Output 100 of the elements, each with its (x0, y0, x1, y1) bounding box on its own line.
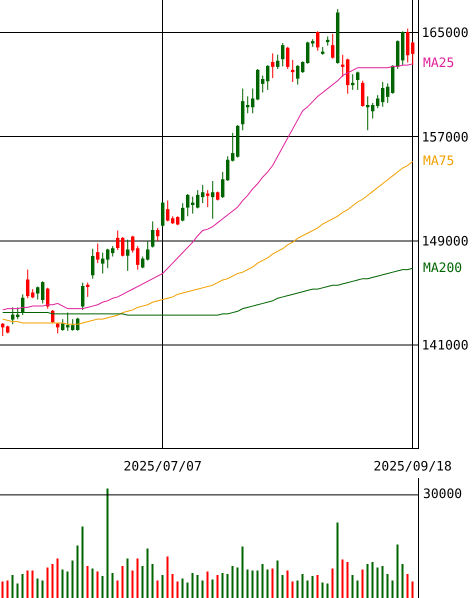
candlestick (150, 220, 154, 248)
bar (356, 580, 359, 598)
candlestick (180, 202, 184, 222)
candlestick (90, 248, 94, 280)
bar (242, 546, 244, 598)
y-tick-label: 149000 (422, 234, 469, 250)
bar (86, 566, 89, 598)
bar (276, 560, 279, 598)
text: 30000 (423, 487, 462, 502)
bar (236, 567, 239, 598)
bar (392, 580, 394, 598)
bar (412, 582, 414, 598)
bar (72, 560, 74, 598)
bar (82, 526, 84, 598)
bar (176, 582, 179, 598)
bar (212, 579, 214, 598)
bar (46, 567, 49, 598)
candlestick (326, 36, 330, 46)
line-series (2, 63, 414, 310)
bar (156, 580, 159, 598)
bar (202, 580, 204, 598)
bar (256, 570, 259, 598)
candlestick (56, 322, 60, 334)
candlestick (330, 33, 334, 60)
bar (36, 578, 39, 598)
candlestick (280, 42, 284, 67)
bar (362, 569, 364, 598)
bar (132, 570, 134, 598)
bar (366, 564, 369, 598)
candlestick (86, 282, 90, 298)
bar (252, 570, 254, 598)
candlestick (290, 59, 294, 83)
bar (192, 572, 194, 598)
bar (322, 582, 324, 598)
line-series (2, 160, 414, 325)
bar (262, 564, 264, 598)
x-tick-label: 2025/07/07 (124, 460, 202, 475)
candlestick (286, 46, 290, 70)
bar (106, 488, 109, 598)
bar (306, 580, 309, 598)
bar (272, 568, 274, 598)
series-label: MA25 (423, 56, 454, 71)
candlestick (270, 52, 274, 79)
bar (116, 580, 119, 598)
bar (32, 570, 34, 598)
bar (302, 574, 304, 598)
bar (52, 564, 54, 598)
bar (226, 574, 229, 598)
candlestick (216, 190, 220, 202)
bar (216, 574, 219, 598)
bar (396, 544, 399, 598)
bar (2, 582, 4, 598)
bar (136, 558, 139, 598)
candlestick (336, 8, 340, 64)
bar (162, 574, 164, 598)
bar (286, 570, 289, 598)
x-tick-label: 2025/09/18 (374, 460, 452, 475)
candlestick (350, 74, 354, 90)
candlestick (46, 287, 50, 310)
bar (56, 558, 59, 598)
bar (166, 556, 169, 598)
bar (172, 574, 174, 598)
candlestick (126, 239, 130, 272)
series-label: MA200 (423, 261, 462, 276)
candlestick (96, 243, 100, 264)
bar (312, 576, 314, 598)
bar (336, 522, 339, 598)
bar (402, 564, 404, 598)
bar (292, 582, 294, 598)
y-tick-label: 157000 (422, 130, 469, 146)
candlestick (206, 190, 210, 208)
bar (332, 568, 334, 598)
y-tick-label: 165000 (422, 26, 469, 42)
bar (232, 566, 234, 598)
bar (102, 576, 104, 598)
bar (382, 566, 384, 598)
candlestick (80, 282, 84, 310)
bar (22, 574, 24, 598)
candlestick (320, 46, 324, 56)
bar (42, 580, 44, 598)
bar (352, 574, 354, 598)
candlestick (210, 180, 214, 220)
bar (142, 566, 144, 598)
candlestick (356, 71, 360, 90)
bar (406, 574, 409, 598)
candlestick (360, 80, 364, 108)
bar (372, 562, 374, 598)
bar (16, 584, 19, 598)
bar (182, 578, 184, 598)
bar (222, 572, 224, 598)
bar (92, 568, 94, 598)
bar (376, 567, 379, 598)
bar (96, 572, 99, 598)
bar (346, 562, 349, 598)
bar (386, 574, 389, 598)
candlestick (316, 30, 320, 52)
bar (122, 566, 124, 598)
candlestick (160, 201, 164, 228)
bar (186, 582, 189, 598)
candlestick (156, 227, 160, 242)
